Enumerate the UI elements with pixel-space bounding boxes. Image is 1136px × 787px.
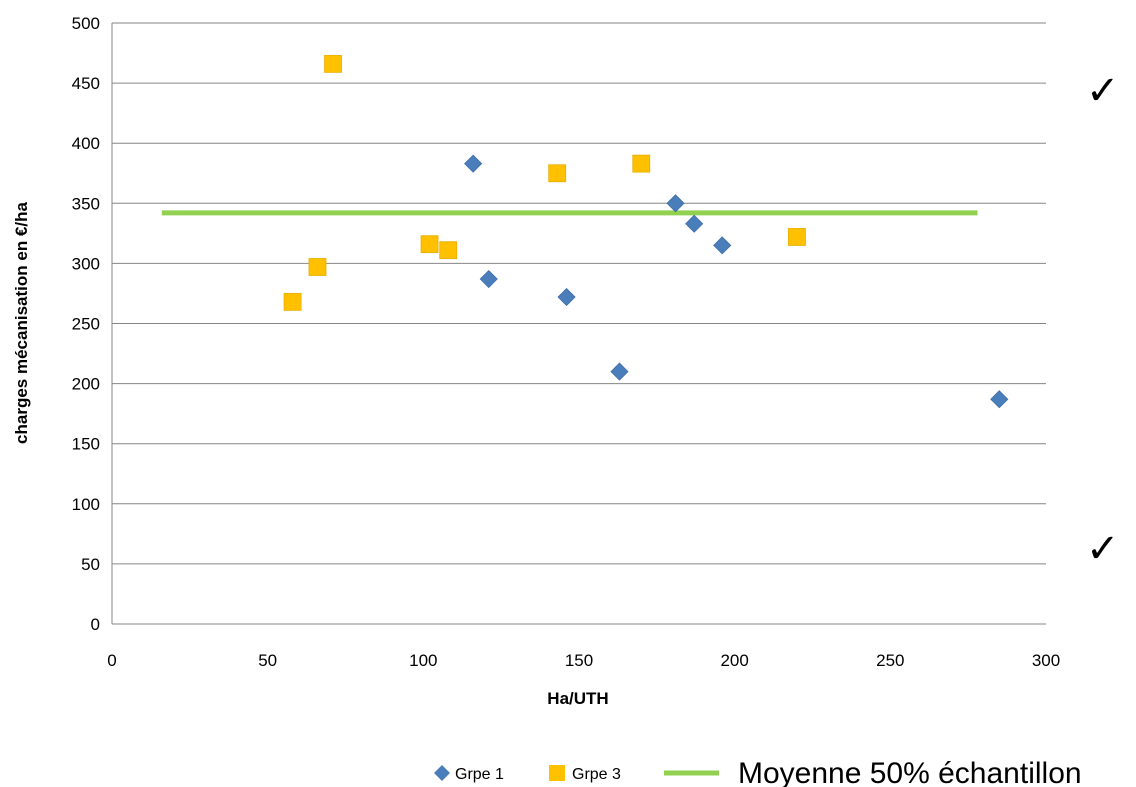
grpe3-point [548, 164, 567, 183]
x-tick-label: 100 [409, 651, 437, 670]
grpe1-point [464, 154, 483, 173]
grpe3-point [788, 228, 806, 246]
y-tick-label: 450 [72, 74, 100, 93]
grpe3-point [632, 154, 651, 173]
y-tick-label: 0 [91, 615, 100, 634]
legend-grpe1-label: Grpe 1 [455, 766, 504, 783]
grpe3-point [324, 54, 342, 73]
grpe3-point [283, 292, 302, 311]
x-tick-label: 300 [1032, 651, 1060, 670]
legend-average-label: Moyenne 50% échantillon [738, 757, 1082, 787]
gridlines [112, 22, 1046, 565]
y-tick-label: 150 [72, 435, 100, 454]
grpe1-point [685, 214, 704, 233]
y-tick-label: 200 [72, 375, 100, 394]
x-tick-label: 200 [720, 651, 748, 670]
legend-grpe3-label: Grpe 3 [572, 766, 621, 783]
y-tick-labels: 0 50 100 150 200 250 300 350 400 450 500 [72, 14, 100, 634]
x-tick-label: 250 [876, 651, 904, 670]
legend-grpe1-marker [434, 765, 450, 781]
grpe1-point [990, 390, 1009, 409]
y-tick-label: 300 [72, 254, 100, 273]
y-tick-label: 100 [72, 495, 100, 514]
checkmark-bottom: ✓ [1086, 526, 1120, 572]
checkmark-top: ✓ [1086, 68, 1120, 114]
grpe1-point [557, 287, 576, 307]
x-tick-label: 50 [258, 651, 277, 670]
x-tick-labels: 0 50 100 150 200 250 300 [107, 651, 1060, 670]
y-tick-label: 350 [72, 194, 100, 213]
legend-grpe3-marker [549, 765, 565, 781]
grpe1-point [610, 362, 629, 381]
grpe1-point [479, 269, 498, 289]
grpe3-point [439, 241, 458, 260]
y-tick-label: 50 [81, 555, 100, 574]
y-tick-label: 250 [72, 315, 100, 334]
y-tick-label: 400 [72, 134, 100, 153]
grpe3-point [308, 258, 327, 276]
x-axis-title: Ha/UTH [547, 689, 608, 708]
y-tick-label: 500 [72, 14, 100, 33]
y-axis-title: charges mécanisation en €/ha [12, 202, 31, 444]
legend: Grpe 1 Grpe 3 Moyenne 50% échantillon [434, 757, 1082, 787]
grpe1-point [666, 194, 685, 213]
x-tick-label: 0 [107, 651, 116, 670]
x-tick-label: 150 [565, 651, 593, 670]
grpe1-point [713, 236, 732, 255]
grpe3-point [420, 235, 439, 254]
plot-marks [161, 54, 1009, 409]
